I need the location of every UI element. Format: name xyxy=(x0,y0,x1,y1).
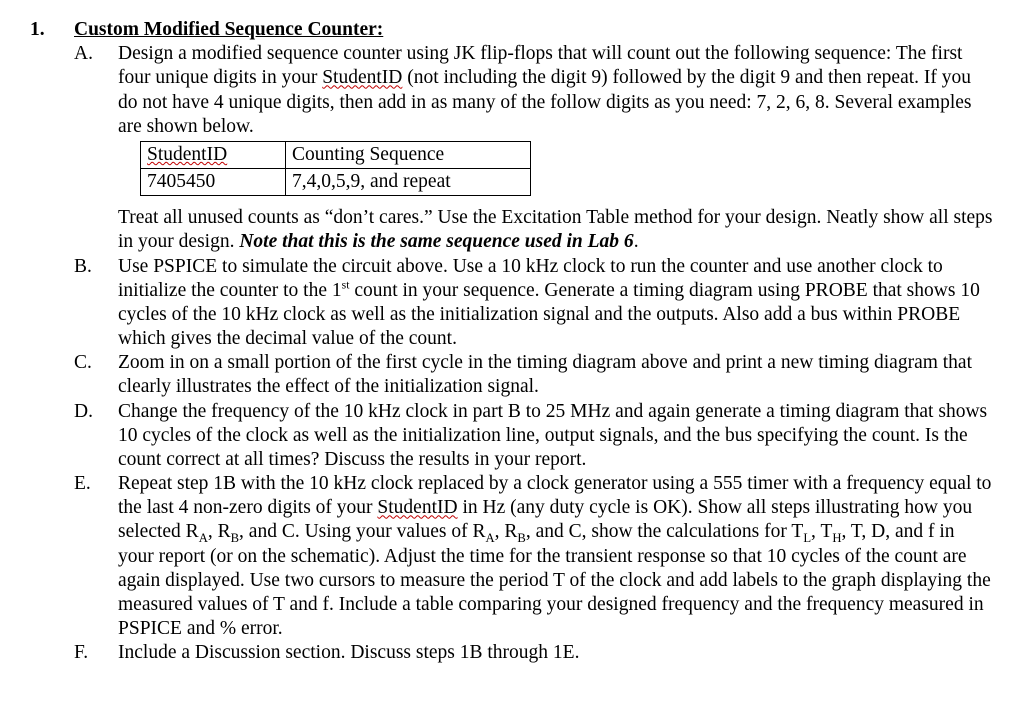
item-c: C. Zoom in on a small portion of the fir… xyxy=(74,351,994,399)
item-body: Repeat step 1B with the 10 kHz clock rep… xyxy=(118,472,994,641)
text: , and C, show the calculations for T xyxy=(526,521,803,542)
problem-number: 1. xyxy=(30,18,74,42)
item-body: Use PSPICE to simulate the circuit above… xyxy=(118,255,994,352)
item-f: F. Include a Discussion section. Discuss… xyxy=(74,641,994,665)
text-wavy: StudentID xyxy=(377,497,457,518)
text-wavy: StudentID xyxy=(322,67,402,88)
text: , R xyxy=(208,521,231,542)
item-body: Change the frequency of the 10 kHz clock… xyxy=(118,400,994,473)
paragraph: Treat all unused counts as “don’t cares.… xyxy=(118,206,994,254)
table-cell: Counting Sequence xyxy=(286,141,531,168)
item-letter: B. xyxy=(74,255,118,279)
item-a: A. Design a modified sequence counter us… xyxy=(74,42,994,254)
subscript: H xyxy=(832,531,841,545)
subscript: A xyxy=(199,531,208,545)
problem-body: Custom Modified Sequence Counter: A. Des… xyxy=(74,18,994,665)
text-emph: Note that this is the same sequence used… xyxy=(239,231,633,252)
item-b: B. Use PSPICE to simulate the circuit ab… xyxy=(74,255,994,352)
text: , T xyxy=(811,521,832,542)
text: , and C. Using your values of R xyxy=(239,521,485,542)
table-cell: 7,4,0,5,9, and repeat xyxy=(286,169,531,196)
subscript: B xyxy=(517,531,525,545)
item-letter: A. xyxy=(74,42,118,66)
table-cell: 7405450 xyxy=(141,169,286,196)
item-body: Design a modified sequence counter using… xyxy=(118,42,994,254)
subscript: L xyxy=(803,531,811,545)
text: , R xyxy=(495,521,518,542)
table-row: 7405450 7,4,0,5,9, and repeat xyxy=(141,169,531,196)
item-d: D. Change the frequency of the 10 kHz cl… xyxy=(74,400,994,473)
table-cell: StudentID xyxy=(141,141,286,168)
item-body: Zoom in on a small portion of the first … xyxy=(118,351,994,399)
problem-title: Custom Modified Sequence Counter: xyxy=(74,19,383,40)
page: 1. Custom Modified Sequence Counter: A. … xyxy=(0,0,1024,683)
problem-row: 1. Custom Modified Sequence Counter: A. … xyxy=(30,18,994,665)
item-letter: E. xyxy=(74,472,118,496)
text-wavy: StudentID xyxy=(147,144,227,165)
table-row: StudentID Counting Sequence xyxy=(141,141,531,168)
text: . xyxy=(634,231,639,252)
item-body: Include a Discussion section. Discuss st… xyxy=(118,641,994,665)
item-e: E. Repeat step 1B with the 10 kHz clock … xyxy=(74,472,994,641)
example-table: StudentID Counting Sequence 7405450 7,4,… xyxy=(140,141,531,196)
subscript: A xyxy=(485,531,494,545)
item-letter: F. xyxy=(74,641,118,665)
item-letter: D. xyxy=(74,400,118,424)
item-letter: C. xyxy=(74,351,118,375)
subscript: B xyxy=(231,531,239,545)
